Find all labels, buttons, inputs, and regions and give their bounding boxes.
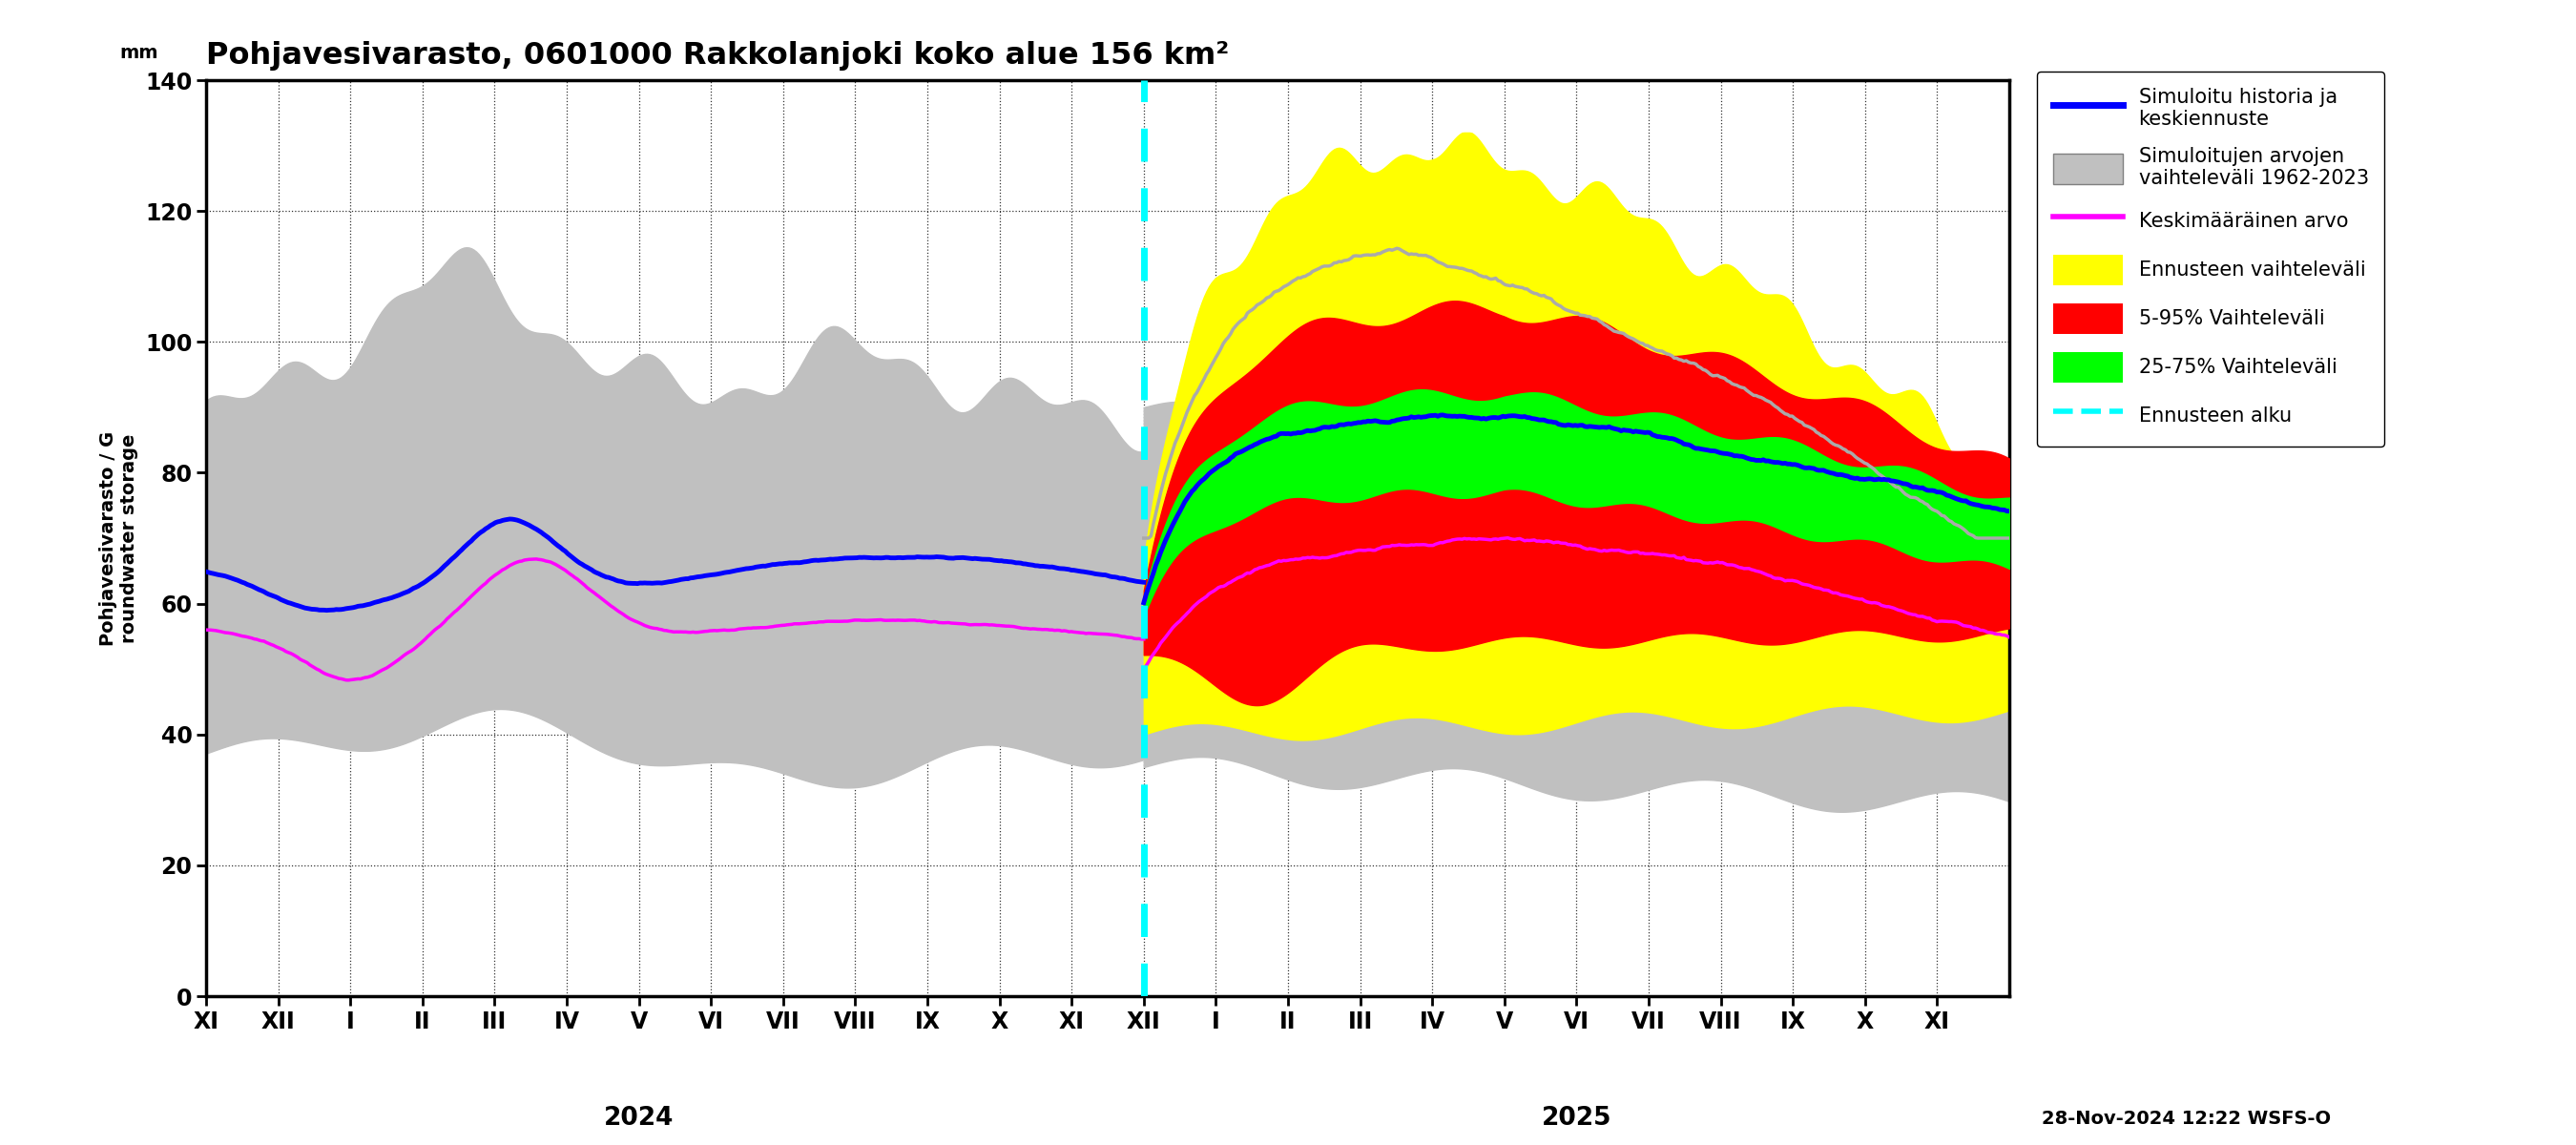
Text: 2025: 2025 bbox=[1540, 1106, 1613, 1131]
Text: 2024: 2024 bbox=[603, 1106, 675, 1131]
Text: 28-Nov-2024 12:22 WSFS-O: 28-Nov-2024 12:22 WSFS-O bbox=[2043, 1110, 2331, 1128]
Legend: Simuloitu historia ja
keskiennuste, Simuloitujen arvojen
vaihteleväli 1962-2023,: Simuloitu historia ja keskiennuste, Simu… bbox=[2038, 72, 2385, 447]
Text: mm: mm bbox=[118, 44, 157, 62]
Y-axis label: Pohjavesivarasto / G
roundwater storage: Pohjavesivarasto / G roundwater storage bbox=[100, 431, 139, 646]
Text: Pohjavesivarasto, 0601000 Rakkolanjoki koko alue 156 km²: Pohjavesivarasto, 0601000 Rakkolanjoki k… bbox=[206, 41, 1229, 71]
